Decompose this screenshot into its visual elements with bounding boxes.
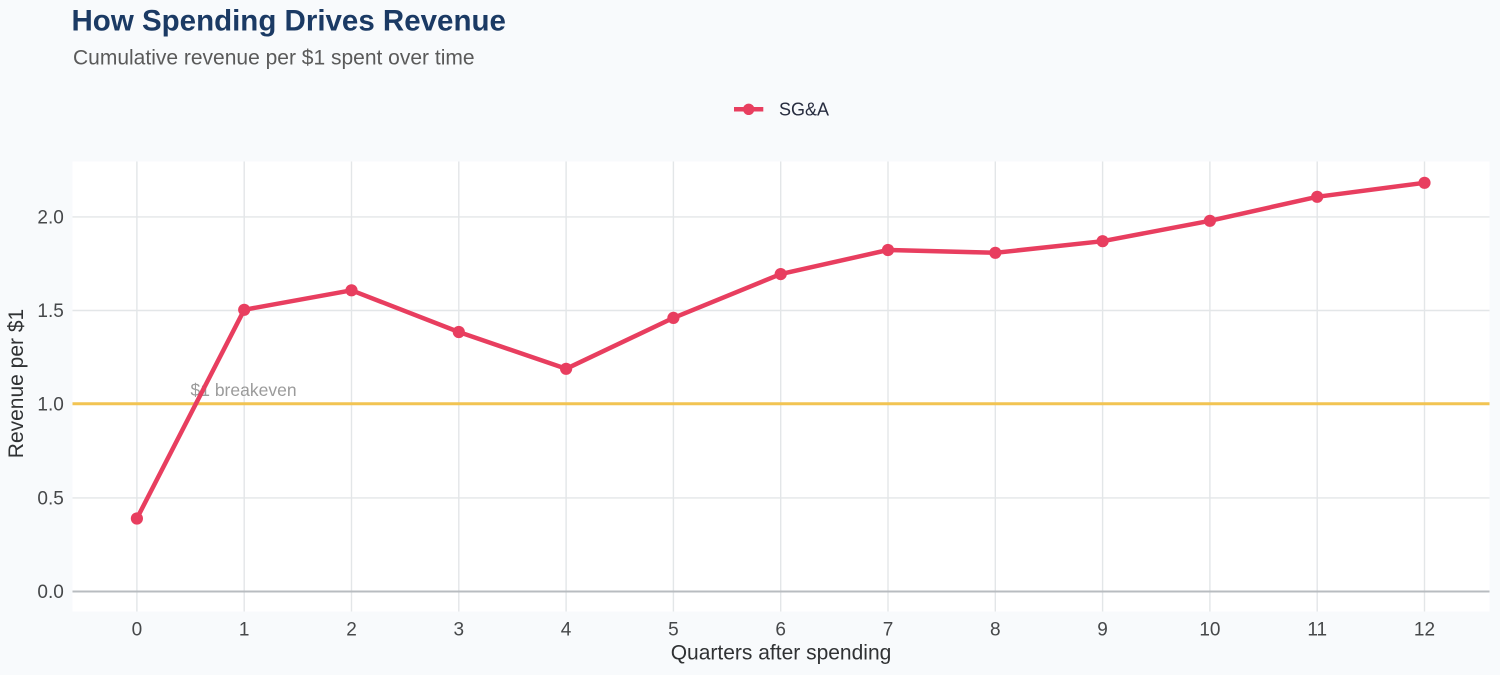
svg-text:9: 9 (1097, 620, 1108, 641)
svg-text:6: 6 (775, 620, 786, 641)
svg-text:11: 11 (1307, 620, 1327, 641)
svg-text:0: 0 (132, 620, 143, 641)
svg-text:10: 10 (1199, 620, 1220, 641)
svg-text:4: 4 (561, 620, 572, 641)
svg-text:Cumulative revenue per $1 spen: Cumulative revenue per $1 spent over tim… (73, 46, 475, 69)
svg-text:Revenue per $1: Revenue per $1 (5, 309, 28, 458)
svg-text:2.0: 2.0 (37, 207, 63, 228)
svg-text:$1 breakeven: $1 breakeven (191, 380, 297, 400)
svg-text:7: 7 (883, 620, 894, 641)
svg-text:1.5: 1.5 (37, 301, 63, 322)
svg-text:1: 1 (239, 620, 250, 641)
svg-text:Quarters after spending: Quarters after spending (671, 642, 892, 665)
svg-text:8: 8 (990, 620, 1001, 641)
svg-text:How Spending Drives Revenue: How Spending Drives Revenue (72, 5, 506, 38)
svg-text:SG&A: SG&A (779, 99, 829, 119)
svg-text:3: 3 (454, 620, 465, 641)
svg-text:0.0: 0.0 (37, 582, 63, 603)
svg-text:2: 2 (346, 620, 357, 641)
svg-text:1.0: 1.0 (37, 395, 63, 416)
svg-text:0.5: 0.5 (37, 488, 63, 509)
svg-text:5: 5 (668, 620, 679, 641)
svg-text:12: 12 (1414, 620, 1435, 641)
